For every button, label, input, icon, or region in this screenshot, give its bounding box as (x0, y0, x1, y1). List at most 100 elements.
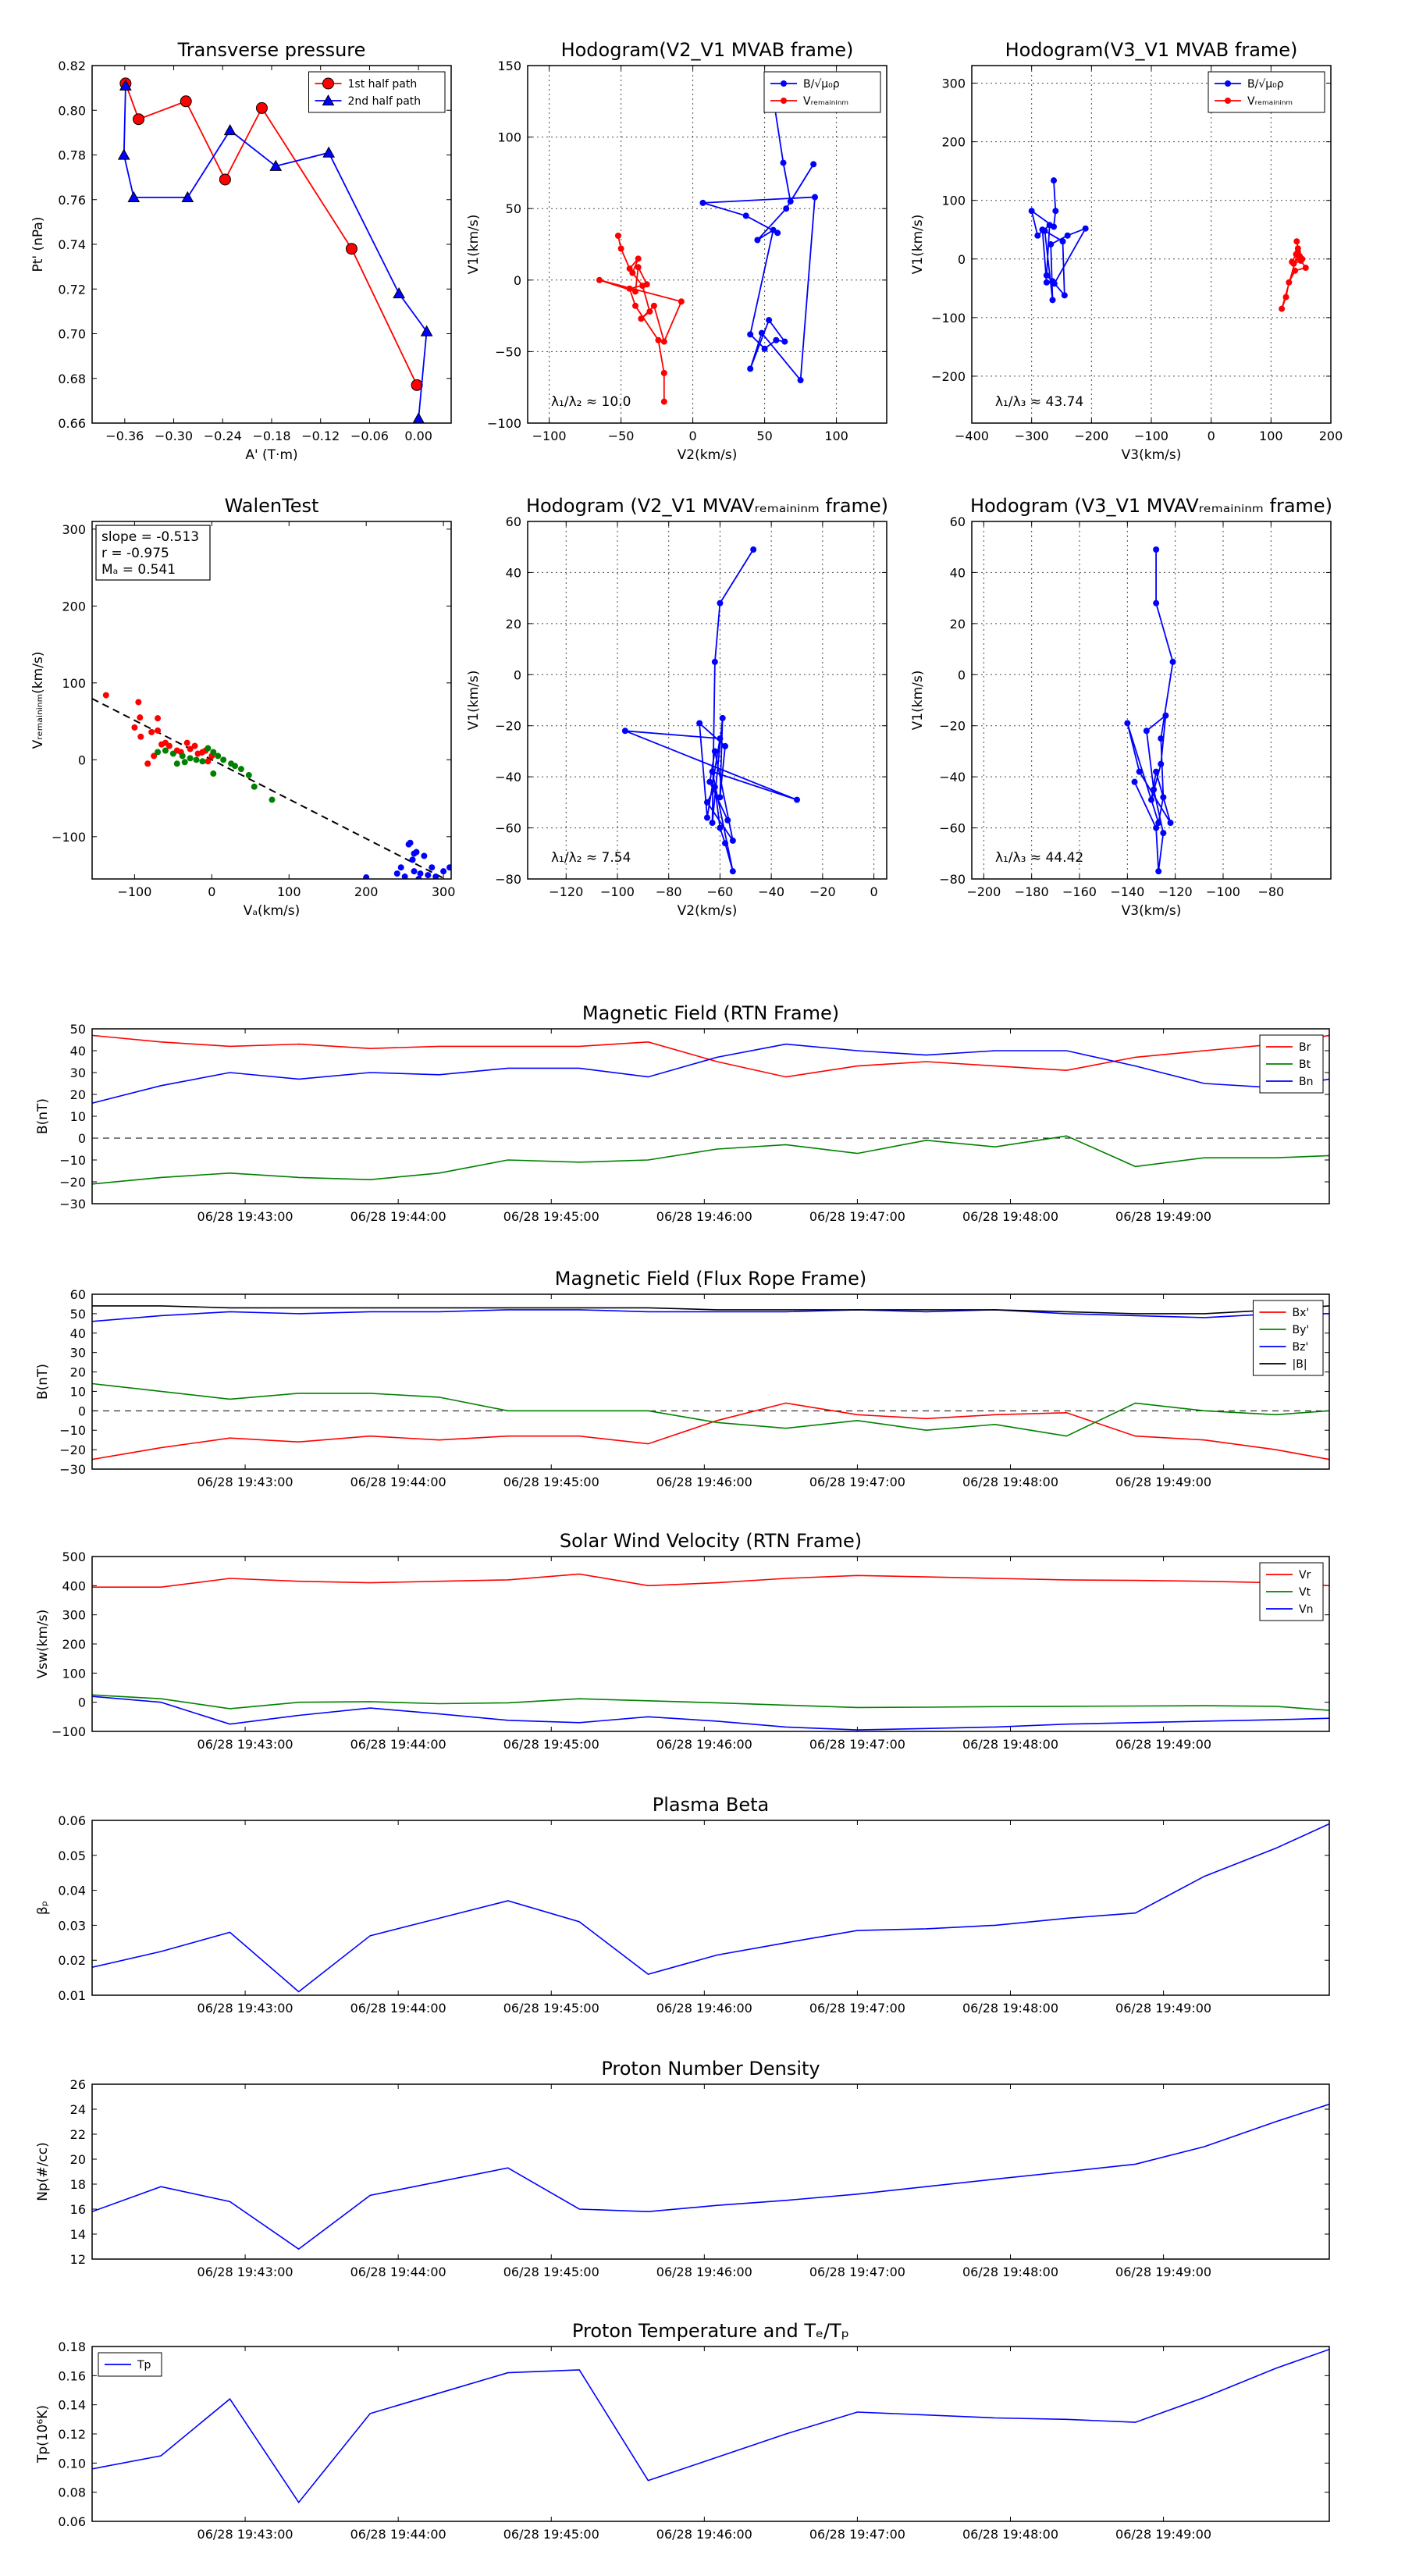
x-tick-label: 06/28 19:47:00 (809, 1475, 905, 1489)
series-b-point (1046, 222, 1053, 229)
x-tick-label: 06/28 19:47:00 (809, 2527, 905, 2542)
series-green-point (251, 783, 258, 790)
chart-vsw: Solar Wind Velocity (RTN Frame) 06/28 19:… (35, 1530, 1330, 1752)
chart-title-tp: Transverse pressure (177, 39, 366, 61)
series-b-point (1155, 868, 1162, 875)
x-tick-label: 06/28 19:47:00 (809, 1737, 905, 1752)
y-tick-label: 300 (941, 76, 966, 91)
series-b-point (810, 161, 817, 168)
data-layer (92, 1823, 1329, 1993)
series-red-point (205, 758, 212, 765)
series-1sthalfpath-point (219, 173, 231, 186)
y-tick-label: 50 (506, 201, 521, 216)
series-b-point (781, 338, 788, 345)
series-red-point (183, 739, 190, 746)
x-tick-label: 06/28 19:43:00 (197, 1475, 293, 1489)
x-tick-label: −0.36 (105, 429, 144, 443)
series-blue-point (421, 852, 428, 859)
series-tp-line (92, 2348, 1329, 2504)
y-tick-label: 500 (62, 1550, 86, 1564)
series-b-point (1048, 241, 1055, 247)
x-tick-label: 06/28 19:44:00 (350, 2527, 446, 2542)
x-tick-label: 06/28 19:45:00 (503, 2001, 599, 2016)
eigen-ratio-annotation: λ₁/λ₂ ≈ 7.54 (551, 850, 631, 866)
x-tick-label: 50 (756, 429, 772, 443)
series-vr-line (92, 1573, 1329, 1588)
chart-title-walen: WalenTest (225, 495, 319, 517)
y-tick-label: 50 (70, 1022, 86, 1037)
series-blue-point (425, 872, 432, 879)
y-tick-label: 0.06 (58, 1813, 86, 1828)
x-tick-label: 06/28 19:45:00 (503, 2265, 599, 2279)
series-b-point (1153, 768, 1160, 775)
x-tick-label: 06/28 19:45:00 (503, 1737, 599, 1752)
y-tick-label: 0 (514, 273, 521, 288)
x-tick-label: 06/28 19:45:00 (503, 2527, 599, 2542)
series-v-point (1286, 279, 1293, 286)
series-v-point (629, 269, 636, 276)
legend-marker (1225, 98, 1231, 104)
legend-box (308, 71, 446, 113)
x-tick-label: −0.30 (155, 429, 193, 443)
y-tick-label: 0.16 (58, 2368, 86, 2383)
data-layer (596, 85, 818, 405)
x-tick-label: −0.18 (252, 429, 290, 443)
data-layer (92, 1305, 1329, 1461)
y-tick-label: −100 (52, 1724, 86, 1739)
series-b-point (729, 868, 736, 875)
series-b-point (794, 796, 800, 803)
series-v-point (655, 336, 662, 343)
series-2ndhalfpath-point (420, 325, 433, 336)
series-b-point (1034, 232, 1041, 239)
series-red-point (135, 699, 142, 706)
series-2ndhalfpath-point (269, 159, 283, 171)
x-tick-label: −300 (1015, 429, 1049, 443)
series-b-point (709, 768, 716, 775)
y-tick-label: 0 (78, 1404, 86, 1418)
chart-title-vsw: Solar Wind Velocity (RTN Frame) (560, 1530, 862, 1552)
series-b-point (724, 817, 731, 824)
y-tick-label: 60 (70, 1287, 86, 1302)
series-b-point (773, 336, 780, 343)
y-tick-label: 0.72 (58, 282, 86, 297)
series-green-point (162, 747, 169, 754)
series-blue-point (446, 864, 451, 871)
y-tick-label: 10 (70, 1109, 86, 1124)
plot-frame (91, 65, 452, 424)
series-red-point (144, 760, 151, 767)
y-tick-label: −100 (931, 311, 966, 326)
series-v-point (646, 308, 653, 315)
series-v-point (1299, 255, 1306, 262)
series-v-point (635, 264, 642, 271)
y-tick-label: −20 (59, 1443, 86, 1457)
y-tick-label: 16 (70, 2202, 86, 2217)
series-b-point (1169, 658, 1176, 665)
y-tick-label: 40 (70, 1044, 86, 1059)
series-v-point (596, 276, 603, 283)
x-tick-label: −180 (1015, 884, 1049, 899)
series-bn-line (92, 1043, 1329, 1104)
chart-walen: WalenTest −100 0 100 200 300 −100 0 100 200 300 Vₐ(… (30, 495, 455, 919)
x-axis-label: Vₐ(km/s) (244, 903, 301, 919)
x-tick-label: 06/28 19:44:00 (350, 1475, 446, 1489)
y-tick-label: 150 (497, 59, 521, 73)
y-tick-label: 50 (70, 1307, 86, 1322)
eigen-ratio-annotation: λ₁/λ₃ ≈ 43.74 (995, 394, 1083, 410)
series-1sthalfpath-point (180, 95, 192, 108)
x-tick-label: −0.06 (350, 429, 389, 443)
series-green-point (187, 755, 194, 762)
stats-slope: slope = -0.513 (101, 529, 199, 545)
y-axis-label: V1(km/s) (466, 215, 482, 275)
series-2ndhalfpath-point (119, 79, 132, 91)
legend-label: Vr (1299, 1569, 1311, 1582)
y-tick-label: −50 (495, 344, 521, 359)
y-tick-label: −100 (487, 416, 521, 431)
series-red-point (155, 715, 162, 722)
data-layer (1028, 177, 1309, 312)
series-b-point (1059, 238, 1066, 245)
y-tick-label: 0.03 (58, 1918, 86, 1933)
series-blue-point (411, 850, 418, 857)
series-b-point (787, 198, 794, 205)
y-tick-label: −100 (52, 830, 86, 845)
y-tick-label: 40 (950, 565, 966, 580)
